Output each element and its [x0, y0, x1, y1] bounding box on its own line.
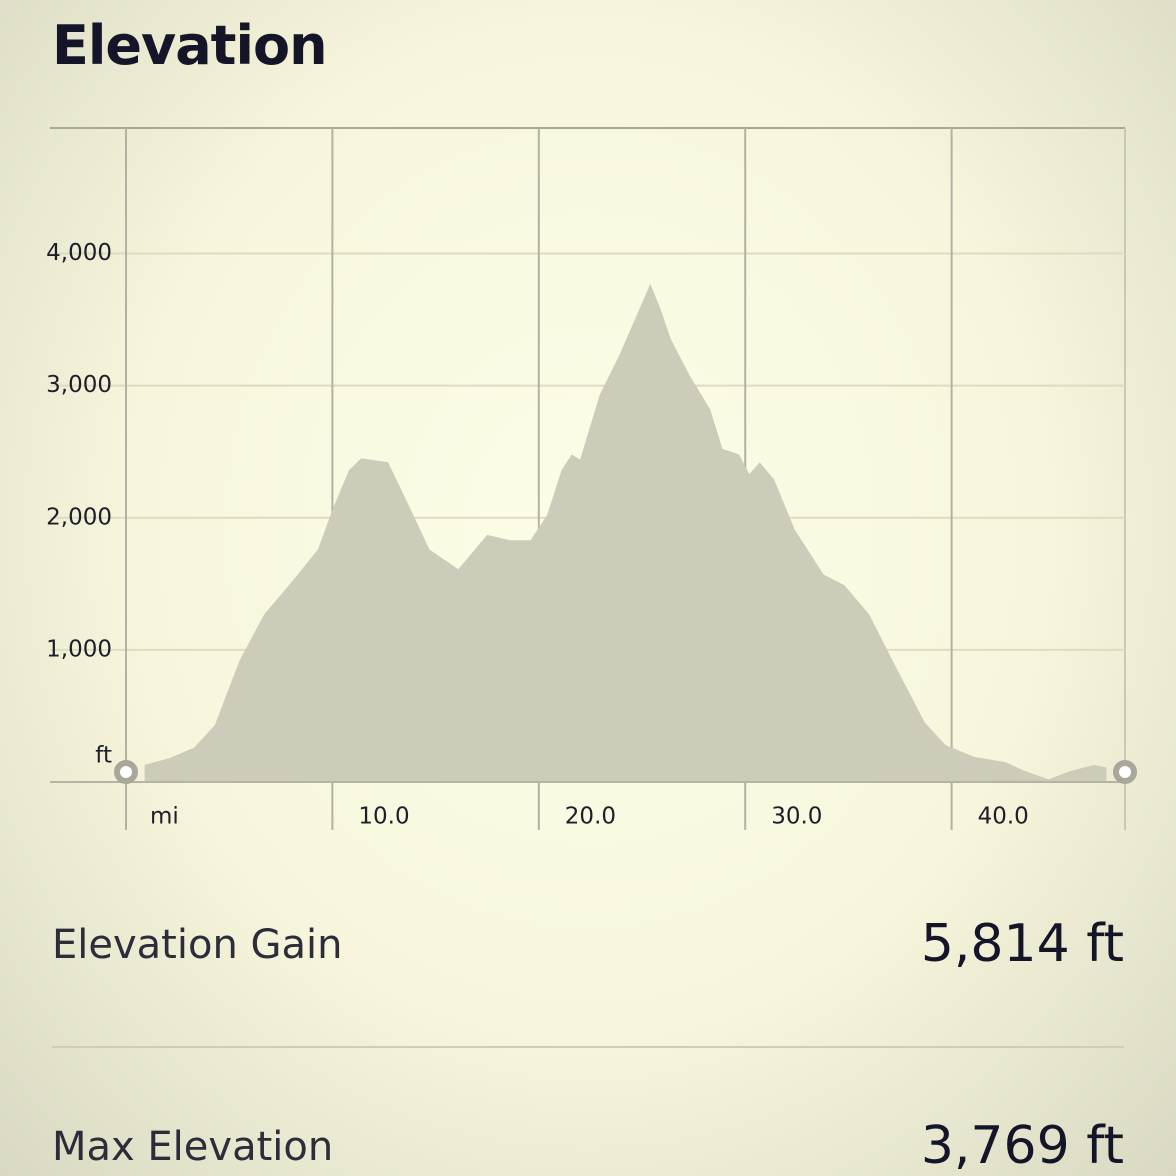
y-tick-label: 1,000 — [46, 636, 112, 662]
y-unit: ft — [95, 743, 112, 769]
y-tick-label: 2,000 — [46, 504, 112, 530]
stat-label: Elevation Gain — [52, 922, 343, 968]
x-tick-label: 40.0 — [978, 804, 1029, 830]
stat-label: Max Elevation — [52, 1124, 334, 1170]
stat-value: 3,769 ft — [920, 1116, 1124, 1176]
chart-title: Elevation — [52, 14, 328, 77]
chart: 1,000 2,000 3,000 4,000 10.0 20.0 30.0 40.0 ft mi — [46, 127, 1137, 830]
separator — [52, 1046, 1124, 1048]
stat-value: 5,814 ft — [920, 914, 1124, 974]
y-tick-label: 4,000 — [46, 240, 112, 266]
y-tick-label: 3,000 — [46, 372, 112, 398]
range-handle — [114, 760, 138, 784]
range-handle — [1113, 760, 1137, 784]
x-unit: mi — [150, 804, 179, 830]
x-tick-label: 30.0 — [771, 804, 822, 830]
x-tick-label: 20.0 — [565, 804, 616, 830]
x-tick-label: 10.0 — [358, 804, 409, 830]
elevation-area — [144, 284, 1107, 782]
